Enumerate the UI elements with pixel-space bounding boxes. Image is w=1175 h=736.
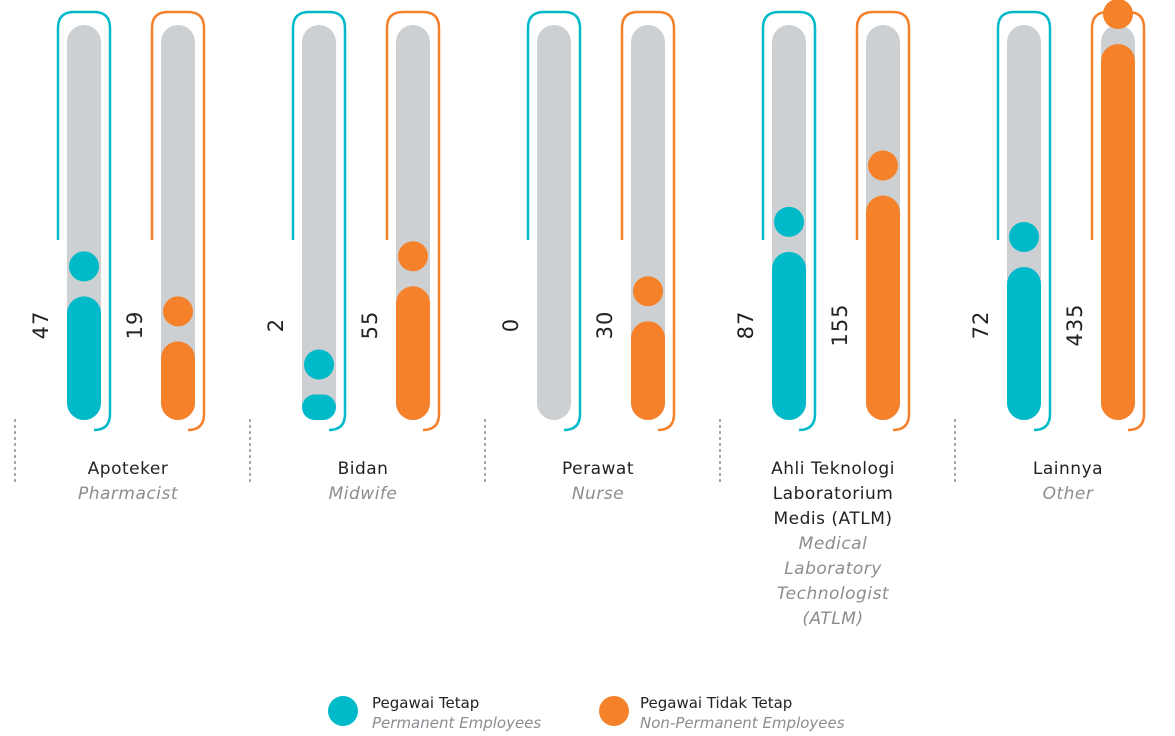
bar-outline [1090,10,1146,432]
value-label: 155 [828,303,852,346]
category-label-en: Other [1042,484,1094,504]
bar-track [631,25,665,420]
bar-dot [633,276,663,307]
bar-outline [761,10,817,432]
legend-label: Pegawai Tetap [372,694,480,712]
bar-outline [855,10,911,432]
bar-outline [56,10,112,432]
category: Apoteker Pharmacist [43,457,213,507]
legend-label: Pegawai Tidak Tetap [640,694,793,712]
value-label: 55 [358,311,382,340]
legend-label-en: Permanent Employees [372,714,542,732]
value-label: 435 [1063,303,1087,346]
bar-outline [620,10,676,432]
category: Lainnya Other [983,457,1153,507]
category-label: Bidan [337,459,389,479]
category-label-en: Midwife [328,484,398,504]
category: Bidan Midwife [278,457,448,507]
bar-dot [774,206,804,237]
category-label-en: Pharmacist [77,484,178,504]
bar [67,296,101,420]
bar-dot [398,241,428,272]
bar [1007,267,1041,420]
bar [302,394,336,420]
bar-outline [996,10,1052,432]
category-label: Perawat [562,459,634,479]
value-label: 72 [969,311,993,340]
category-label: Lainnya [1032,459,1104,479]
bar-outline [526,10,582,432]
category: Perawat Nurse [513,457,683,507]
bar-dot [1103,0,1133,29]
bar [772,251,806,420]
bar-track [302,25,336,420]
category-label: Apoteker [87,459,169,479]
category: Ahli Teknologi Laboratorium Medis (ATLM)… [758,457,908,632]
value-label: 87 [734,311,758,340]
value-label: 30 [593,311,617,340]
category-label-en: Medical Laboratory Technologist (ATLM) [776,534,890,629]
bar-outline [150,10,206,432]
bar [396,286,430,420]
bar [1101,43,1135,421]
legend-swatch [328,696,358,726]
bar-dot [304,349,334,380]
legend-item: Pegawai Tidak Tetap Non-Permanent Employ… [640,693,845,733]
bar [631,321,665,420]
category-label: Ahli Teknologi Laboratorium Medis (ATLM) [771,459,895,529]
bar [161,341,195,420]
category-label-en: Nurse [571,484,625,504]
bar [866,195,900,420]
bar-dot [69,251,99,282]
legend-label-en: Non-Permanent Employees [640,714,845,732]
bar-dot [1009,222,1039,253]
value-label: 2 [264,318,288,332]
bar-outline [291,10,347,432]
bar-dot [163,296,193,327]
legend-item: Pegawai Tetap Permanent Employees [372,693,541,733]
bar-dot [868,150,898,181]
bar-outline [385,10,441,432]
value-label: 0 [499,318,523,332]
value-label: 47 [29,311,53,340]
value-label: 19 [123,311,147,340]
bar-track [537,25,571,420]
legend-swatch [599,696,629,726]
